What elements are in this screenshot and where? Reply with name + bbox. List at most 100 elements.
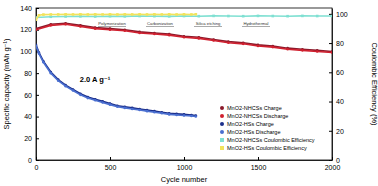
inset-label: Hydrothermal xyxy=(243,21,268,26)
marker xyxy=(183,36,186,39)
y2-tick-label: 100 xyxy=(336,11,348,18)
series-line xyxy=(36,45,196,116)
y-tick: 120 xyxy=(20,26,39,33)
y-tick: 80 xyxy=(24,70,39,77)
y2-tick: 80 xyxy=(329,40,344,47)
y-tick: 140 xyxy=(20,5,39,12)
y-axis: 020406080100120140 xyxy=(20,5,39,164)
marker xyxy=(138,32,141,35)
marker xyxy=(168,13,171,16)
marker xyxy=(227,41,230,44)
marker xyxy=(146,13,149,16)
y-tick-mark xyxy=(36,117,39,118)
x-tick-label: 500 xyxy=(105,164,117,171)
legend-marker xyxy=(220,146,224,150)
x-tick-mark xyxy=(110,157,111,160)
y-tick-label: 140 xyxy=(20,5,32,12)
y-tick: 40 xyxy=(24,113,39,120)
marker xyxy=(153,33,156,36)
legend-marker xyxy=(220,130,224,134)
x-axis-line xyxy=(37,160,333,161)
y2-tick: 60 xyxy=(329,69,344,76)
marker xyxy=(153,111,156,114)
marker xyxy=(257,15,260,18)
marker xyxy=(72,13,75,16)
marker xyxy=(101,101,104,104)
marker xyxy=(175,114,178,117)
marker xyxy=(198,15,201,18)
marker xyxy=(331,51,332,54)
y-tick: 60 xyxy=(24,92,39,99)
series-line xyxy=(36,24,332,52)
marker xyxy=(168,34,171,37)
legend-label: MnO2-HSs Coulombic Efficiency xyxy=(227,145,307,151)
inset-arrow xyxy=(98,26,126,27)
marker xyxy=(138,13,141,16)
marker xyxy=(124,30,127,33)
marker xyxy=(64,85,67,88)
marker xyxy=(286,48,289,51)
marker xyxy=(301,15,304,18)
y2-tick-label: 40 xyxy=(336,98,344,105)
series xyxy=(36,45,197,118)
marker xyxy=(331,15,332,18)
series-line xyxy=(36,46,196,117)
x-tick-label: 2000 xyxy=(325,164,341,171)
marker xyxy=(301,49,304,52)
x-tick-mark xyxy=(258,157,259,160)
marker xyxy=(198,37,201,40)
x-tick-label: 0 xyxy=(35,164,39,171)
marker xyxy=(79,94,82,97)
marker xyxy=(257,45,260,48)
marker xyxy=(316,50,319,53)
marker xyxy=(124,13,127,16)
y-tick-mark xyxy=(36,73,39,74)
marker xyxy=(79,25,82,28)
marker xyxy=(272,15,275,18)
marker xyxy=(94,13,97,16)
y-tick-label: 40 xyxy=(24,113,32,120)
marker xyxy=(64,23,67,26)
marker xyxy=(131,108,134,111)
x-tick-label: 1500 xyxy=(251,164,267,171)
y2-tick: 0 xyxy=(329,157,340,164)
marker xyxy=(161,13,164,16)
x-axis-title: Cycle number xyxy=(161,175,208,184)
marker xyxy=(116,13,119,16)
x-tick: 1000 xyxy=(177,157,193,171)
y2-tick-mark xyxy=(329,43,332,44)
marker xyxy=(42,61,45,64)
marker xyxy=(87,13,90,16)
marker xyxy=(50,15,53,18)
marker xyxy=(50,13,53,16)
marker xyxy=(153,13,156,16)
y2-axis: 0 20 40 60 80 100 xyxy=(329,9,348,164)
series xyxy=(36,23,332,54)
marker xyxy=(109,28,112,31)
marker xyxy=(36,45,37,48)
legend-marker xyxy=(220,138,224,142)
legend-label: MnO2-NHCSs Discharge xyxy=(227,113,288,119)
y-tick-label: 60 xyxy=(24,92,32,99)
marker xyxy=(286,15,289,18)
marker xyxy=(101,13,104,16)
y-tick: 0 xyxy=(28,157,39,164)
y2-tick-label: 60 xyxy=(336,69,344,76)
y2-tick-label: 20 xyxy=(336,128,344,135)
y-axis-line xyxy=(36,9,37,161)
marker xyxy=(72,89,75,92)
y2-tick-mark xyxy=(329,102,332,103)
plot-frame xyxy=(36,8,332,160)
plot-marks xyxy=(36,13,332,118)
marker xyxy=(38,14,41,17)
inset-arrow xyxy=(146,26,174,27)
marker xyxy=(50,72,53,75)
inset-arrow xyxy=(194,26,222,27)
marker xyxy=(57,79,60,82)
x-tick: 1500 xyxy=(251,157,267,171)
marker xyxy=(94,99,97,102)
marker xyxy=(64,13,67,16)
x-tick-mark xyxy=(184,157,185,160)
marker xyxy=(242,15,245,18)
marker xyxy=(94,27,97,30)
